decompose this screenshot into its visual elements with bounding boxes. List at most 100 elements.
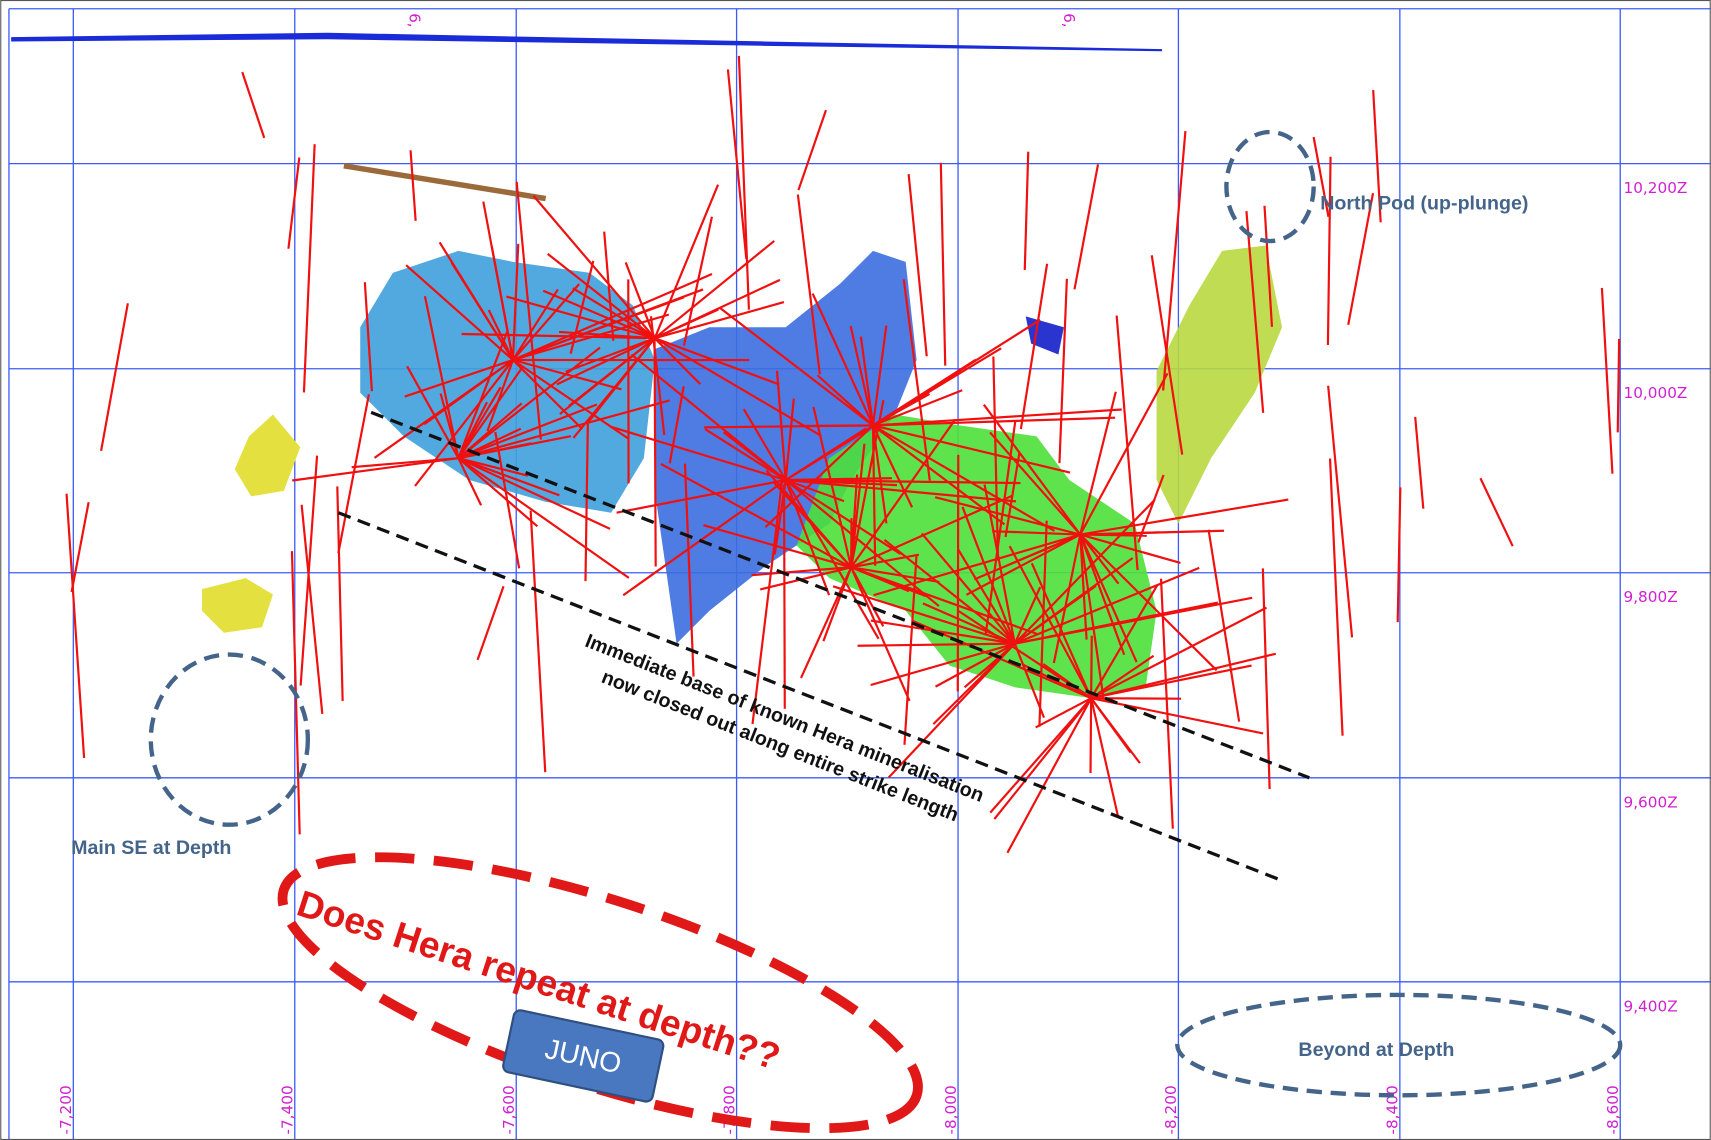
- drillhole: [785, 427, 867, 481]
- target-ellipse: [1175, 992, 1623, 1098]
- drillhole: [654, 337, 822, 437]
- elevation-label: 10,200Z: [1624, 179, 1688, 197]
- drillhole: [542, 289, 656, 340]
- drillhole: [849, 325, 875, 426]
- drillhole: [1245, 211, 1265, 413]
- drillhole: [1261, 568, 1271, 790]
- easting-label: -7,600: [500, 1085, 518, 1134]
- drillhole: [1479, 477, 1514, 547]
- drillhole: [512, 283, 580, 361]
- drillhole: [1006, 697, 1093, 854]
- drillhole: [515, 181, 542, 440]
- label-bg: [1621, 994, 1709, 1015]
- drillhole: [100, 303, 129, 451]
- drillhole: [457, 457, 611, 530]
- drillhole: [992, 356, 1000, 561]
- drillhole: [457, 457, 483, 506]
- dark-blue-body: [654, 250, 917, 644]
- label-bg: [1621, 381, 1709, 402]
- drillhole: [1079, 533, 1120, 585]
- drillhole: [529, 510, 547, 773]
- elevation-label: 9,800Z: [1624, 588, 1678, 606]
- drillhole: [423, 295, 460, 459]
- drillhole: [351, 457, 459, 469]
- drillhole: [1080, 533, 1147, 537]
- yellow-green-body: [1156, 245, 1283, 524]
- drillhole: [907, 174, 928, 357]
- drillhole: [1090, 697, 1120, 819]
- easting-label: -8,600: [1604, 1085, 1622, 1134]
- drillhole: [989, 697, 1092, 814]
- easting-label: -7,400: [279, 1085, 297, 1134]
- drillhole: [1090, 652, 1277, 700]
- elevation-label: 9,600Z: [1624, 793, 1678, 811]
- drillhole: [857, 642, 1015, 647]
- drillhole: [957, 548, 1016, 645]
- drillhole: [1079, 534, 1138, 663]
- drillhole: [512, 359, 629, 440]
- drillhole: [1090, 654, 1155, 700]
- label-bg: [1621, 176, 1709, 197]
- juno-rect: [502, 1009, 665, 1103]
- drillhole: [784, 479, 880, 640]
- drillhole: [423, 359, 514, 426]
- drillhole: [461, 332, 655, 340]
- drillhole: [872, 347, 1002, 427]
- drillhole: [683, 463, 695, 677]
- drillhole: [993, 697, 1092, 820]
- drillhole: [785, 478, 1021, 485]
- drillhole: [336, 486, 344, 701]
- drillhole: [935, 642, 1016, 688]
- drillhole: [458, 457, 529, 477]
- drillhole: [494, 431, 521, 569]
- drillhole: [983, 484, 1016, 644]
- drillhole: [1396, 487, 1402, 623]
- drillhole: [586, 337, 656, 424]
- drillhole: [654, 278, 781, 340]
- drillhole: [616, 478, 786, 514]
- drillhole: [482, 201, 515, 361]
- target-ellipse: [148, 652, 311, 827]
- drillhole: [300, 504, 324, 714]
- elevation-label: 10,000Z: [1624, 384, 1688, 402]
- drillhole: [302, 144, 316, 393]
- drillhole: [726, 69, 748, 259]
- drillhole: [532, 195, 656, 339]
- drillhole: [961, 506, 1016, 645]
- drillhole: [1263, 205, 1274, 327]
- drillhole: [457, 366, 524, 459]
- drillhole: [872, 408, 1122, 427]
- drillhole: [1004, 452, 1021, 538]
- drillhole: [1079, 372, 1169, 536]
- drillhole: [1035, 697, 1092, 729]
- drillhole: [902, 279, 931, 481]
- drillhole: [751, 477, 784, 725]
- drillhole: [903, 555, 918, 745]
- drillhole: [1052, 534, 1082, 664]
- drillhole: [572, 287, 656, 340]
- drillhole: [241, 71, 266, 139]
- drillhole: [559, 337, 656, 415]
- drillhole: [457, 457, 630, 579]
- drillhole: [1115, 315, 1139, 571]
- top-label: 6,: [1060, 13, 1078, 28]
- drillhole: [1207, 529, 1241, 722]
- drillhole: [872, 424, 1055, 532]
- drillhole: [1312, 136, 1330, 217]
- drillhole: [816, 374, 874, 427]
- drillhole: [654, 301, 785, 340]
- drillhole: [965, 533, 1081, 596]
- drillhole: [772, 480, 852, 569]
- drillhole: [850, 494, 1014, 569]
- drillhole: [870, 619, 1015, 645]
- drillhole: [1089, 698, 1093, 773]
- drillhole: [556, 337, 656, 386]
- easting-label: -8,200: [1162, 1085, 1180, 1134]
- drillhole: [653, 337, 702, 385]
- drillhole: [292, 457, 459, 482]
- drillhole: [1328, 458, 1344, 736]
- drillhole: [660, 462, 852, 569]
- drillhole: [704, 428, 787, 481]
